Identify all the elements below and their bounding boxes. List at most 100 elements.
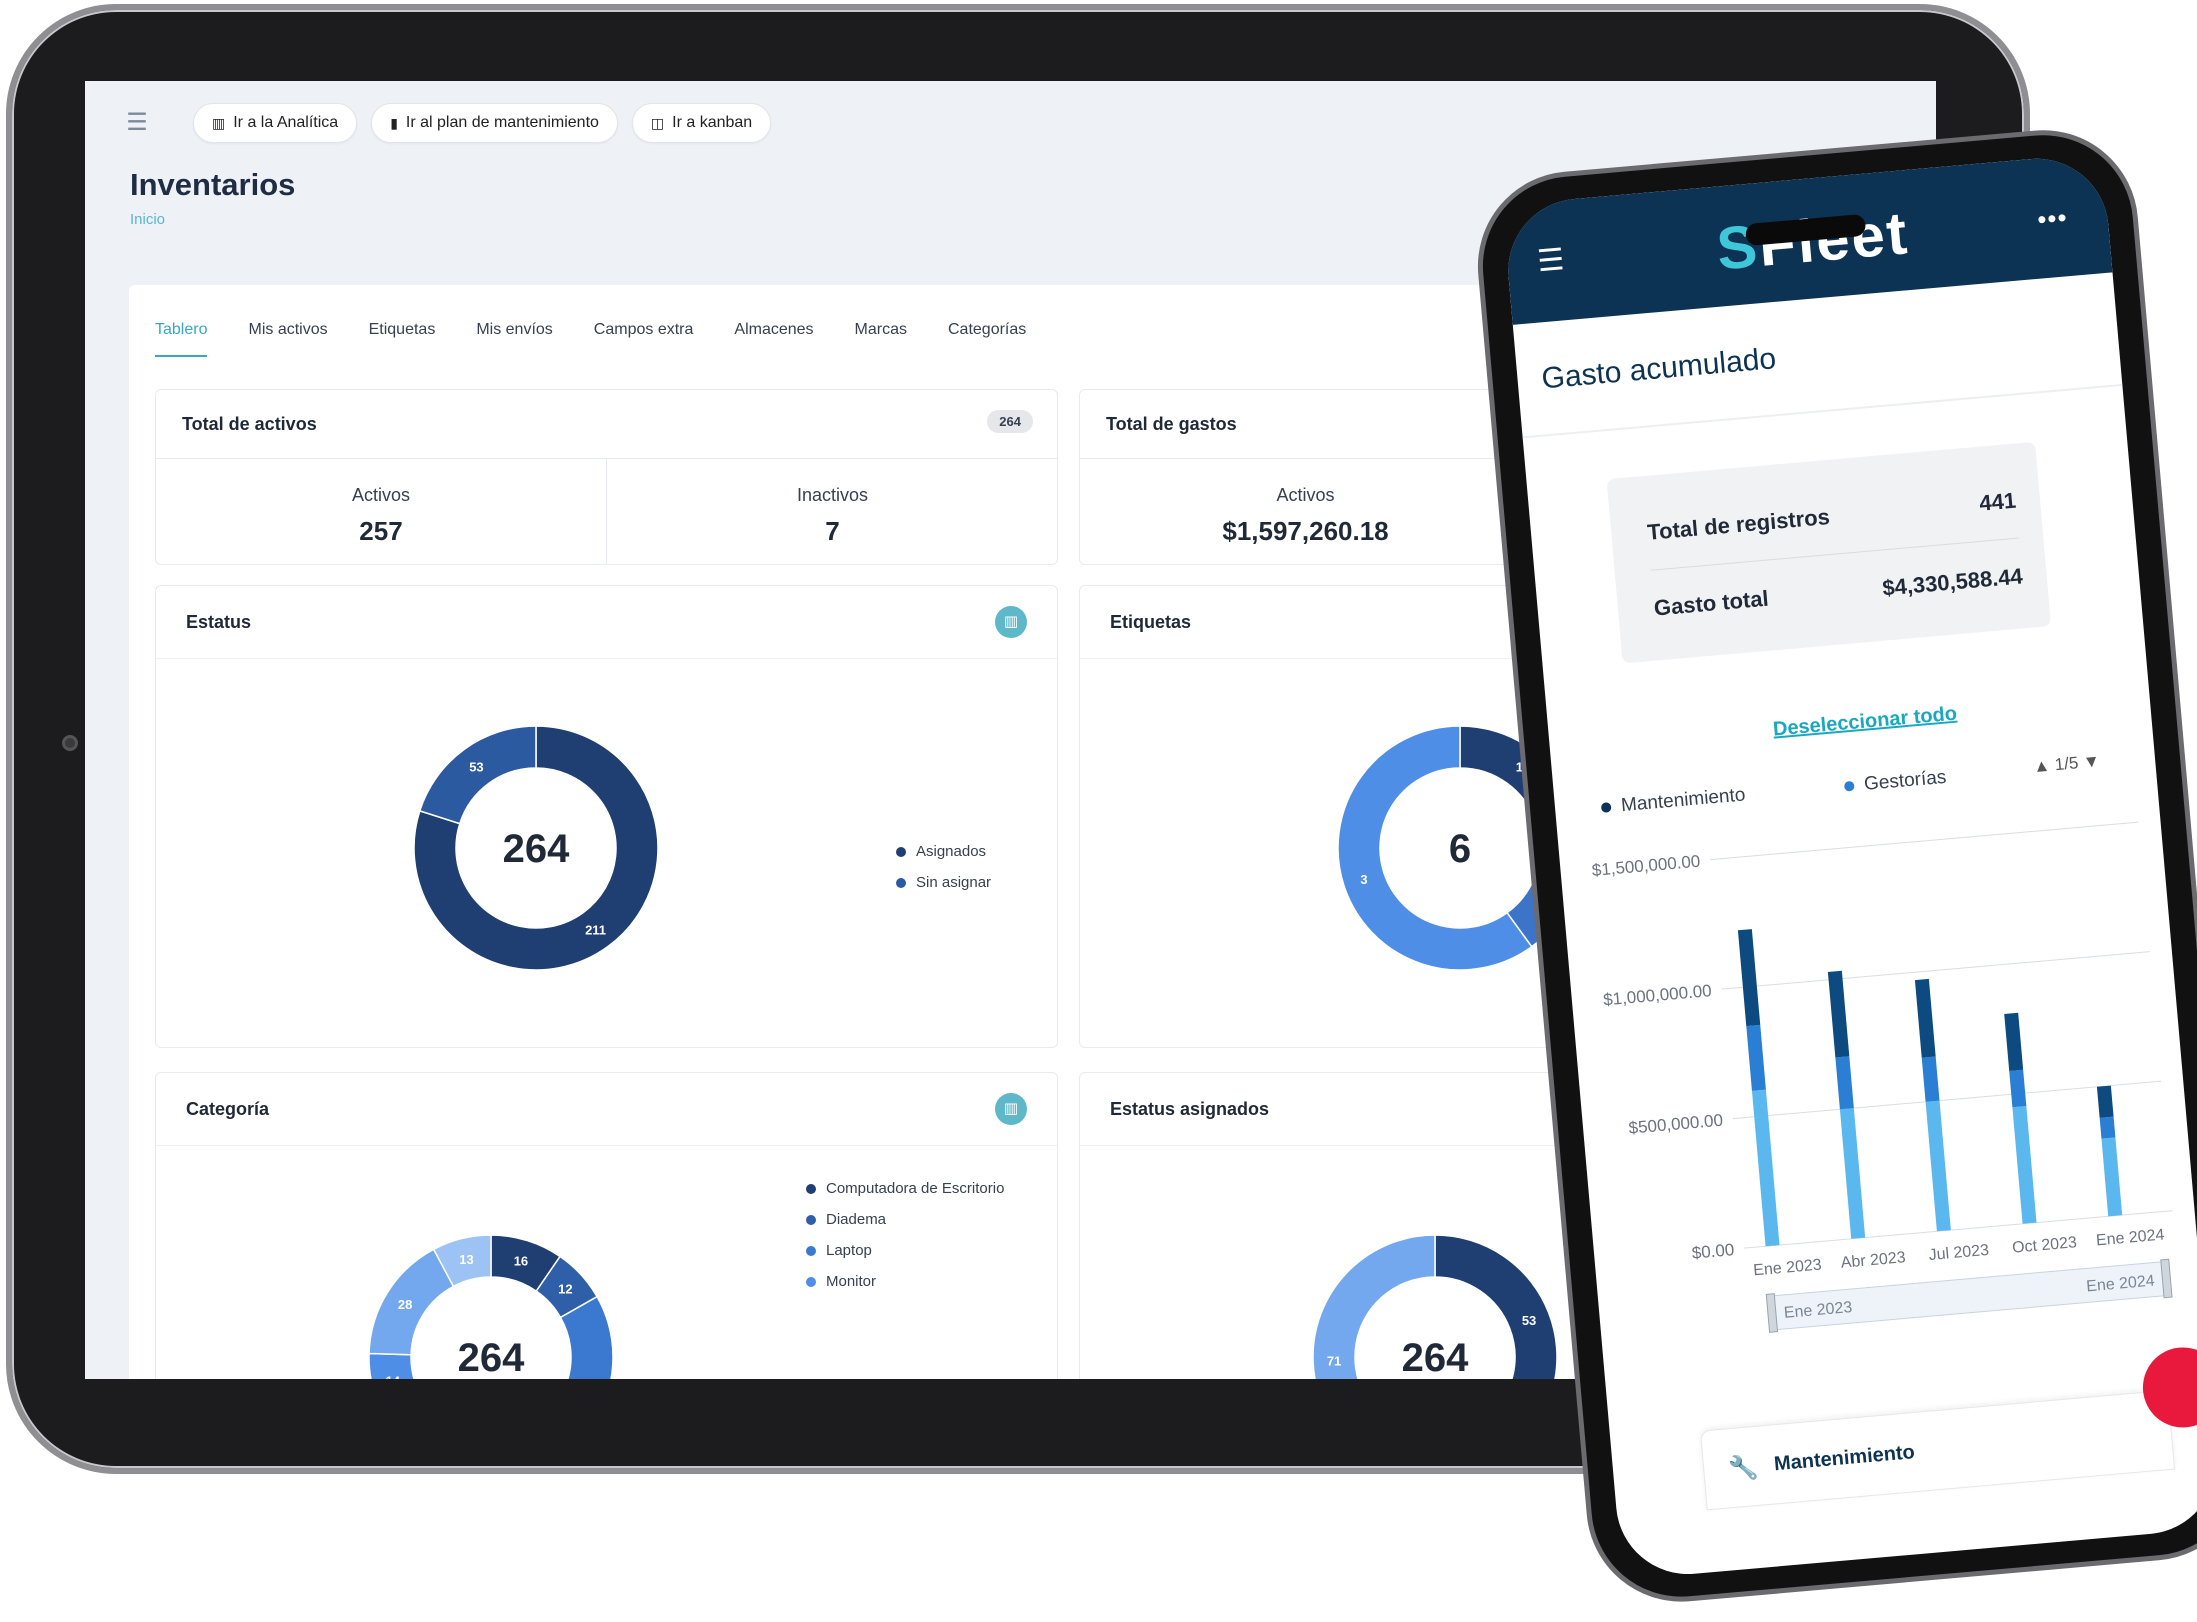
goto-kanban-label: Ir a kanban	[672, 114, 753, 131]
slice-label: 16	[514, 1254, 528, 1269]
deselect-all-link[interactable]: Deseleccionar todo	[1772, 702, 1958, 741]
donut-slice	[413, 725, 659, 971]
goto-maintenance-button[interactable]: ▮ Ir al plan de mantenimiento	[371, 103, 618, 143]
gridline	[1710, 821, 2139, 861]
legend-item-desktop[interactable]: Computadora de Escritorio	[806, 1173, 1004, 1204]
gridline	[1744, 1210, 2173, 1249]
phone-title: Gasto acumulado	[1540, 342, 1778, 396]
slice-label: 14	[386, 1374, 401, 1379]
legend-paperwork[interactable]: Gestorías	[1843, 767, 1947, 798]
summary-divider	[1650, 537, 2020, 571]
records-row: Total de registros 441	[1646, 488, 2017, 546]
range-handle-end	[2160, 1258, 2173, 1299]
goto-maintenance-label: Ir al plan de mantenimiento	[405, 114, 599, 131]
legend-item-unassigned[interactable]: Sin asignar	[896, 867, 991, 898]
range-end-label: Ene 2024	[2086, 1273, 2156, 1296]
category-chart-icon[interactable]: ▥	[995, 1093, 1027, 1125]
tab-7[interactable]: Categorías	[948, 321, 1027, 338]
records-label: Total de registros	[1646, 503, 1831, 545]
bar-segment	[1839, 1108, 1866, 1239]
goto-kanban-button[interactable]: ◫ Ir a kanban	[631, 103, 772, 143]
x-tick-label: Abr 2023	[1840, 1249, 1906, 1272]
donut-slice	[418, 725, 537, 825]
status-chart-icon[interactable]: ▥	[995, 606, 1027, 638]
tags-title: Etiquetas	[1110, 612, 1192, 632]
slice-label: 211	[585, 923, 606, 938]
x-tick-label: Ene 2023	[1753, 1257, 1823, 1280]
donut-center-value: 264	[458, 1336, 525, 1379]
expenses-active-value: $1,597,260.18	[1222, 516, 1389, 546]
assigned-status-title: Estatus asignados	[1110, 1099, 1270, 1119]
range-handle-start	[1765, 1293, 1779, 1333]
legend-item-assigned[interactable]: Asignados	[896, 836, 991, 867]
total-assets-badge: 264	[987, 410, 1033, 433]
wrench-icon: 🔧	[1727, 1453, 1760, 1484]
slice-label: 53	[469, 759, 483, 774]
legend-item-laptop[interactable]: Laptop	[806, 1235, 1004, 1266]
slice-label: 12	[558, 1282, 572, 1297]
tab-1[interactable]: Mis activos	[248, 321, 328, 338]
status-divider	[156, 658, 1057, 659]
bar-segment	[1737, 929, 1761, 1027]
more-options-icon[interactable]: •••	[2035, 202, 2069, 235]
inactive-assets-label: Inactivos	[796, 485, 869, 505]
assigned-status-donut: 539671264	[1312, 1234, 1558, 1379]
menu-collapse-icon[interactable]: ☰	[126, 109, 148, 136]
y-tick-label: $0.00	[1691, 1240, 1735, 1263]
bar-segment	[1835, 1056, 1854, 1110]
category-title: Categoría	[186, 1099, 270, 1119]
tab-5[interactable]: Almacenes	[734, 321, 814, 338]
bar-segment	[2099, 1116, 2116, 1139]
tab-4[interactable]: Campos extra	[593, 321, 694, 338]
donut-slice	[559, 1295, 614, 1379]
donut-center-value: 264	[1402, 1336, 1469, 1379]
breadcrumb[interactable]: Inicio	[130, 211, 166, 228]
phone-device: ☰ SFleet ••• Gasto acumulado Total de re…	[1470, 121, 2197, 1622]
slice-label: 1	[1516, 759, 1523, 774]
active-assets-value: 257	[359, 516, 403, 546]
phone-screen: ☰ SFleet ••• Gasto acumulado Total de re…	[1502, 152, 2197, 1581]
donut-slice	[1434, 1234, 1558, 1379]
tab-6[interactable]: Marcas	[854, 321, 907, 338]
tab-0[interactable]: Tablero	[155, 321, 208, 357]
legend-pager[interactable]: ▲ 1/5 ▼	[2032, 751, 2101, 777]
spend-bar-chart: $0.00 $500,000.00 $1,000,000.00 $1,500,000.…	[1591, 821, 2173, 1333]
legend-item-monitor[interactable]: Monitor	[806, 1266, 1004, 1297]
assigned-status-divider	[1080, 1145, 1936, 1146]
gridline	[1721, 951, 2150, 990]
clipboard-icon: ▮	[390, 114, 398, 131]
footer-label: Mantenimiento	[1773, 1441, 1916, 1476]
tab-bar: Tablero Mis activos Etiquetas Mis envíos Cam…	[155, 321, 1026, 357]
status-card: Estatus ▥ 211 53 264 Asignados Sin asignar	[155, 585, 1058, 1048]
tab-2[interactable]: Etiquetas	[368, 321, 436, 338]
tab-3[interactable]: Mis envíos	[476, 321, 553, 338]
bar-segment	[2009, 1069, 2027, 1108]
bar-segment	[2101, 1137, 2123, 1217]
total-expenses-title: Total de gastos	[1106, 414, 1237, 434]
x-tick-label: Oct 2023	[2011, 1234, 2077, 1257]
total-spend-label: Gasto total	[1652, 585, 1770, 621]
phone-menu-icon[interactable]: ☰	[1535, 243, 1566, 279]
y-tick-label: $500,000.00	[1628, 1111, 1724, 1138]
maintenance-footer-tab[interactable]: 🔧 Mantenimiento	[1699, 1389, 2176, 1511]
x-tick-label: Jul 2023	[1928, 1242, 1990, 1264]
page-title: Inventarios	[130, 167, 296, 202]
range-start-label: Ene 2023	[1783, 1299, 1853, 1322]
bar-segment	[1746, 1024, 1766, 1091]
y-tick-label: $1,000,000.00	[1602, 981, 1712, 1009]
goto-analytics-button[interactable]: ▥ Ir a la Analítica	[193, 103, 358, 143]
phone-summary-box: Total de registros 441 Gasto total $4,33…	[1606, 441, 2052, 664]
donut-center-value: 264	[503, 827, 570, 871]
bar-segment	[1827, 970, 1850, 1058]
legend-maintenance[interactable]: Mantenimiento	[1600, 784, 1746, 819]
bar-segment	[1914, 978, 1936, 1058]
sfleet-logo: SFleet	[1714, 199, 1912, 283]
legend-item-headset[interactable]: Diadema	[806, 1204, 1004, 1235]
donut-center-value: 6	[1449, 827, 1471, 871]
tags-divider	[1080, 658, 1936, 659]
bar-segment	[1921, 1056, 1940, 1102]
expenses-active-stat: Activos $1,597,260.18	[1080, 458, 1531, 564]
total-assets-card: Total de activos 264 Activos 257 Inactiv…	[155, 389, 1058, 565]
inactive-assets-stat: Inactivos 7	[607, 458, 1058, 564]
slice-label: 71	[1327, 1353, 1341, 1368]
